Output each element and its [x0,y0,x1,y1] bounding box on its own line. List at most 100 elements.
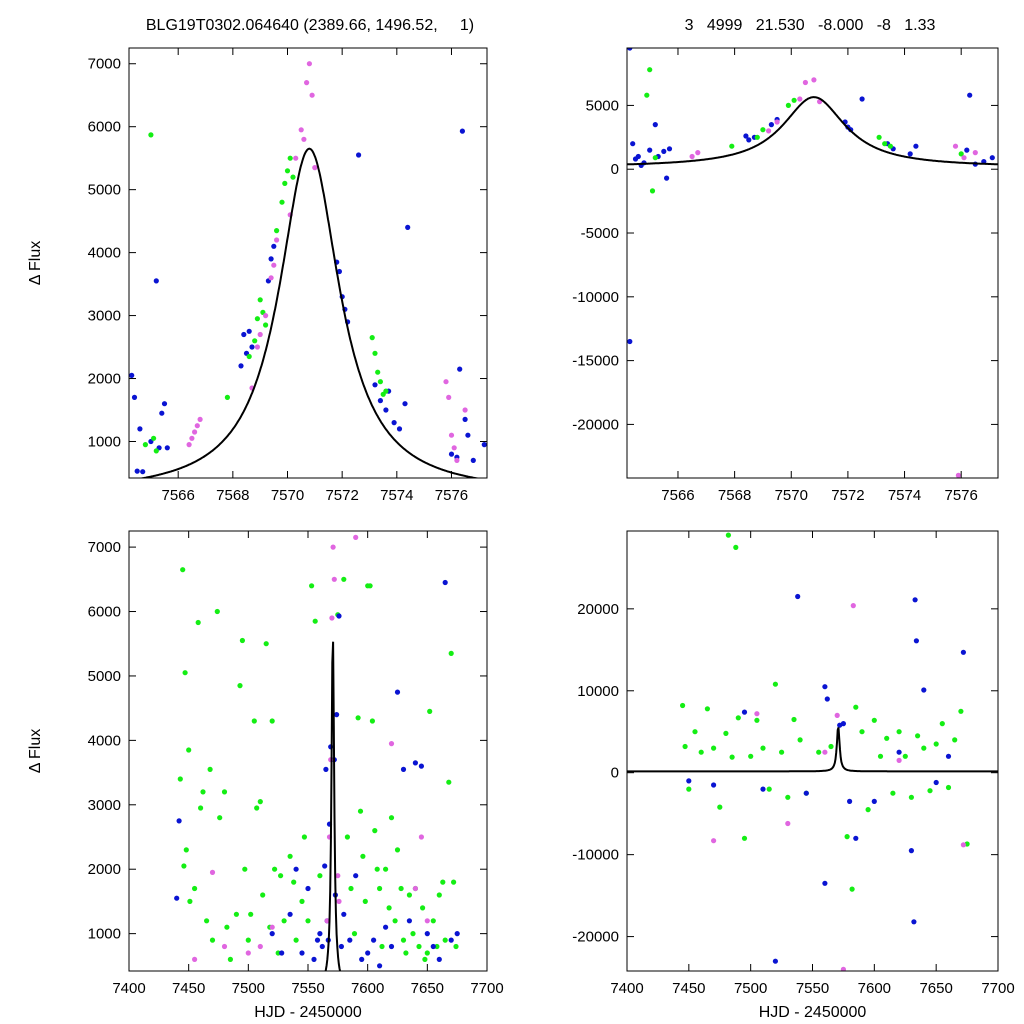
data-point [760,127,766,133]
data-point [457,366,463,372]
data-point [371,937,377,943]
data-point [454,931,460,937]
data-point [323,766,329,773]
model-curve [138,147,481,478]
data-point [362,898,368,905]
data-point [293,937,299,943]
x-tick-label: 7576 [435,487,468,504]
data-point [795,593,801,600]
y-tick-label: -15000 [572,353,619,370]
data-point [652,155,658,161]
data-point [772,958,779,964]
data-point [666,146,673,152]
x-tick-label: 7570 [775,487,808,504]
data-point [227,956,233,963]
data-point [735,715,741,721]
panel-bottom-left: 7400 7450 7500 7550 7600 7650 7700 1000 2000 3000… [27,530,504,1021]
data-point [131,394,138,400]
data-point [317,873,323,879]
data-point [989,155,995,161]
data-point [336,613,342,619]
data-point [921,687,927,693]
data-point [263,641,269,647]
y-tick-label: 1000 [88,926,121,943]
data-point [282,180,288,186]
data-point [960,649,967,655]
data-point [828,743,834,750]
data-point [725,532,732,538]
data-point [353,534,359,541]
data-point [779,749,785,755]
data-point [785,102,792,108]
data-point [271,262,277,268]
x-tick-label: 7600 [351,980,384,997]
y-tick-label: 6000 [88,119,121,136]
data-point [748,753,754,759]
data-point [803,790,809,796]
data-point [272,866,278,872]
data-point [661,148,667,154]
data-point [436,956,442,963]
data-point [365,950,371,956]
data-point [369,335,375,341]
data-point [644,92,650,98]
data-point [847,798,853,805]
data-point [427,708,433,715]
data-point [301,834,307,840]
y-tick-label: 2000 [88,861,121,878]
data-point [391,420,397,426]
data-point [859,729,865,735]
data-point [896,729,902,735]
data-point [375,369,381,375]
data-point [785,820,791,827]
x-tick-label: 7566 [162,487,195,504]
data-point [195,619,201,626]
data-point [249,344,255,350]
x-tick-label: 7650 [919,980,952,997]
data-point [245,937,251,943]
data-point [774,119,780,125]
data-point [360,853,366,859]
data-point [396,426,403,432]
data-point [729,754,735,760]
data-point [336,268,342,275]
data-point [741,709,748,715]
data-point [453,943,459,950]
data-point [952,143,959,149]
data-point [383,388,389,394]
data-point [649,188,656,194]
plot-area [627,532,998,971]
data-point [237,683,243,689]
data-point [766,786,772,792]
data-point [462,407,468,413]
model-curve [627,96,998,166]
data-point [159,410,165,416]
y-axis-label: Δ Flux [27,729,44,773]
data-point [386,905,392,911]
data-point [398,885,404,892]
data-point [682,743,688,750]
data-point [865,807,871,813]
data-point [686,786,692,792]
data-point [192,956,198,963]
data-point [153,278,159,284]
data-point [209,869,216,876]
data-point [647,147,653,153]
data-point [871,717,877,723]
x-tick-label: 7576 [944,487,977,504]
data-point [388,943,395,950]
data-point [743,133,749,139]
left-title: BLG19T0302.064640 (2389.66, 1496.52, 1) [146,17,474,34]
data-point [704,706,711,712]
series-2 [711,603,967,971]
data-point [945,784,952,791]
y-tick-label: 0 [611,765,619,782]
data-point [281,918,287,924]
data-point [217,815,223,821]
data-point [369,718,375,724]
data-point [367,583,373,589]
data-point [403,950,409,956]
data-point [278,873,284,879]
data-point [840,721,847,727]
